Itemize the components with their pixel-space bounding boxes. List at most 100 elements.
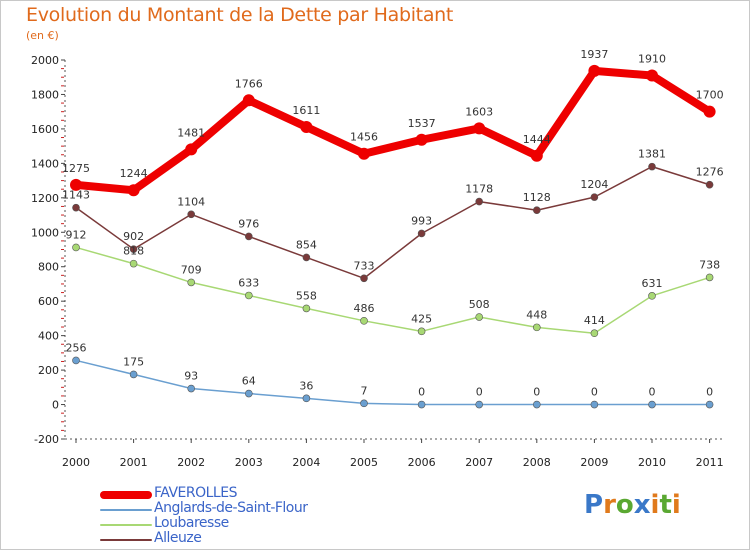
logo-letter: i [650,490,660,520]
data-point [187,278,195,287]
x-tick-label: 2011 [696,456,724,469]
x-tick-label: 2000 [62,456,90,469]
data-point [705,180,714,189]
y-tick-label: 0 [52,399,59,412]
data-label: 912 [66,228,87,241]
y-tick-label: 1000 [31,226,59,239]
data-point [417,400,426,409]
series-line-loubaresse [75,246,711,334]
y-tick-label: 200 [38,364,59,377]
data-point [129,245,138,253]
data-label: 558 [296,289,317,302]
data-label: 93 [184,370,198,383]
data-label: 738 [699,258,720,271]
data-point [417,229,426,238]
y-tick-label: 2000 [31,54,59,67]
data-point [302,394,311,403]
data-point [473,122,486,135]
data-point [72,243,80,252]
logo-letter: x [633,490,651,520]
x-tick-label: 2010 [638,456,666,469]
data-point [72,356,80,365]
data-label: 733 [354,259,375,272]
data-point [590,329,599,338]
data-point [475,400,484,409]
data-label: 425 [411,312,432,325]
data-label: 1178 [465,183,493,196]
data-label: 0 [418,386,425,399]
data-point [532,323,541,332]
legend-swatch [100,509,152,511]
y-tick-label: 1800 [31,88,59,101]
data-point [703,105,716,118]
series-line-faverolles [72,66,714,195]
data-label: 0 [649,386,656,399]
data-label: 0 [533,386,540,399]
data-point [358,147,370,160]
data-label: 508 [469,298,490,311]
y-tick-label: 1400 [31,157,59,170]
data-label: 414 [584,314,605,327]
data-label: 1456 [350,131,378,144]
legend-swatch [100,539,152,541]
data-label: 1143 [62,189,90,202]
data-point [360,317,368,325]
data-point [588,64,601,77]
data-point [127,184,140,197]
legend-swatch [100,491,152,499]
logo-letter: i [671,490,681,520]
data-label: 854 [296,238,317,251]
proxiti-logo: Proxiti [584,490,681,520]
x-tick-label: 2008 [523,456,551,469]
data-label: 1104 [177,195,205,208]
data-label: 631 [642,277,663,290]
data-label: 709 [181,263,202,276]
y-tick-label: 600 [38,295,59,308]
data-point [532,206,541,215]
data-point [532,400,541,409]
data-point [187,210,195,219]
data-label: 0 [706,386,713,399]
data-label: 993 [411,214,432,227]
data-label: 1244 [120,167,148,180]
data-label: 0 [591,386,598,399]
data-point [300,121,313,134]
data-point [185,143,198,156]
x-tick-label: 2001 [120,456,148,469]
data-label: 1381 [638,148,666,161]
data-label: 36 [299,379,313,392]
data-point [245,291,253,300]
data-label: 1204 [580,178,608,191]
data-point [530,149,543,162]
data-label: 1910 [638,53,666,66]
legend-label: Loubaresse [154,515,229,531]
data-label: 1444 [523,133,551,146]
data-point [415,133,428,146]
data-label: 7 [361,384,368,397]
logo-letter: o [615,490,634,520]
data-label: 1275 [62,162,90,175]
data-point [648,292,656,300]
data-label: 1611 [292,104,320,117]
y-tick-label: 1600 [31,123,59,136]
x-tick-label: 2005 [350,456,378,469]
data-point [705,273,714,282]
chart-subtitle: (en €) [26,29,59,42]
data-label: 486 [354,302,375,315]
data-label: 175 [123,355,144,368]
data-point [72,203,80,212]
logo-letter: r [603,490,616,520]
data-label: 1128 [523,191,551,204]
data-point [360,274,368,283]
y-tick-label: 1200 [31,192,59,205]
data-point [129,259,138,268]
logo-letter: P [584,490,604,520]
data-point [475,313,484,321]
data-point [417,327,426,336]
legend-swatch [100,524,152,526]
data-label: 902 [123,230,144,243]
chart-title: Evolution du Montant de la Dette par Hab… [26,4,454,26]
data-point [70,178,82,191]
